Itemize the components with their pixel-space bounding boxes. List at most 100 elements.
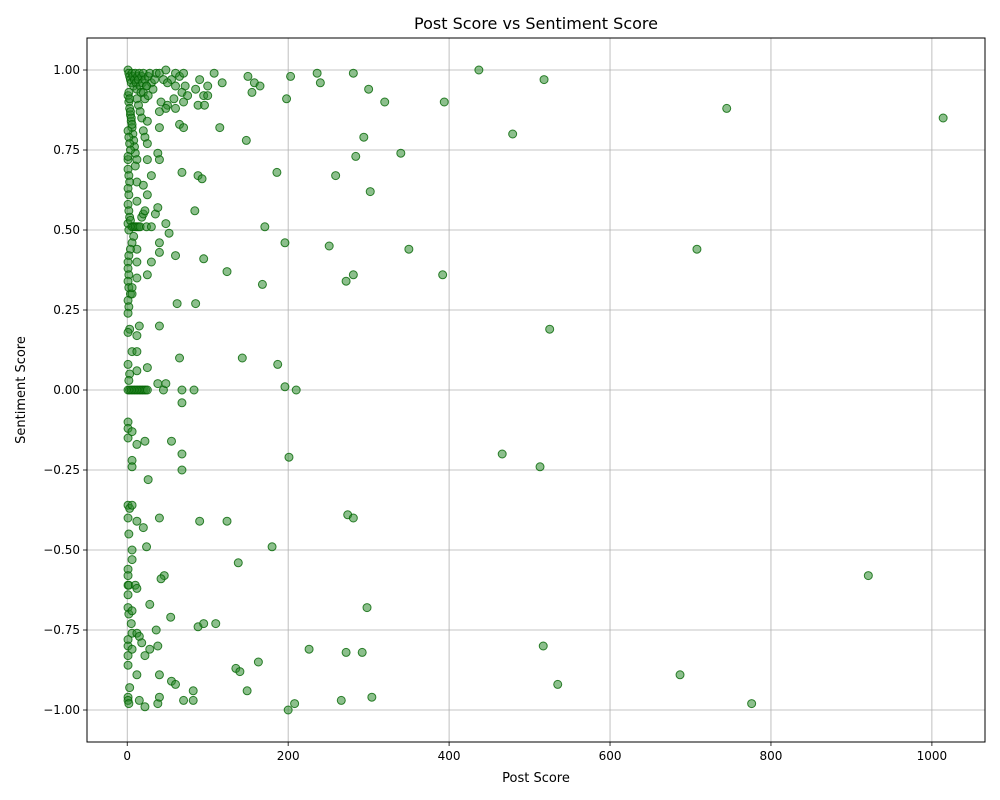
data-point xyxy=(538,641,548,651)
data-point xyxy=(162,78,172,88)
data-point xyxy=(132,347,142,357)
data-point xyxy=(127,606,137,616)
data-point xyxy=(348,270,358,280)
data-point xyxy=(341,647,351,657)
x-tick-label: 400 xyxy=(438,749,461,763)
data-point xyxy=(203,91,213,101)
data-point xyxy=(351,151,361,161)
data-point xyxy=(257,279,267,289)
data-point xyxy=(142,190,152,200)
data-point xyxy=(124,529,134,539)
data-point xyxy=(154,692,164,702)
x-tick-label: 600 xyxy=(599,749,622,763)
data-point xyxy=(439,97,449,107)
data-point xyxy=(863,571,873,581)
data-point xyxy=(209,68,219,78)
data-point xyxy=(282,94,292,104)
y-axis-label: Sentiment Score xyxy=(14,336,29,444)
data-point xyxy=(132,439,142,449)
data-point xyxy=(222,267,232,277)
data-point xyxy=(357,647,367,657)
data-point xyxy=(222,516,232,526)
data-point xyxy=(154,670,164,680)
y-tick-label: −0.25 xyxy=(43,463,80,477)
data-point xyxy=(179,695,189,705)
data-point xyxy=(127,119,137,129)
data-point xyxy=(123,651,133,661)
data-point xyxy=(156,574,166,584)
data-point xyxy=(348,513,358,523)
data-point xyxy=(127,427,137,437)
data-point xyxy=(142,363,152,373)
y-tick-label: 1.00 xyxy=(53,63,80,77)
data-point xyxy=(199,100,209,110)
data-point xyxy=(692,244,702,254)
data-point xyxy=(123,590,133,600)
data-point xyxy=(130,161,140,171)
x-tick-label: 0 xyxy=(123,749,131,763)
data-point xyxy=(145,644,155,654)
y-tick-label: −0.75 xyxy=(43,623,80,637)
data-point xyxy=(365,187,375,197)
data-point xyxy=(364,84,374,94)
data-point xyxy=(199,619,209,629)
data-point xyxy=(127,283,137,293)
data-point xyxy=(154,247,164,257)
data-point xyxy=(161,219,171,229)
x-tick-label: 800 xyxy=(760,749,783,763)
data-point xyxy=(123,433,133,443)
data-point xyxy=(123,660,133,670)
data-point xyxy=(127,462,137,472)
data-point xyxy=(315,78,325,88)
data-points xyxy=(123,65,948,715)
data-point xyxy=(280,238,290,248)
data-point xyxy=(138,523,148,533)
data-point xyxy=(203,81,213,91)
data-point xyxy=(142,116,152,126)
data-point xyxy=(166,612,176,622)
chart-title: Post Score vs Sentiment Score xyxy=(414,14,658,33)
data-point xyxy=(938,113,948,123)
data-point xyxy=(179,97,189,107)
data-point xyxy=(177,385,187,395)
data-point xyxy=(508,129,518,139)
data-point xyxy=(497,449,507,459)
data-point xyxy=(404,244,414,254)
data-point xyxy=(183,91,193,101)
data-point xyxy=(172,299,182,309)
data-point xyxy=(747,699,757,709)
data-point xyxy=(267,542,277,552)
data-point xyxy=(143,91,153,101)
data-point xyxy=(195,75,205,85)
data-point xyxy=(171,679,181,689)
data-point xyxy=(132,583,142,593)
data-point xyxy=(146,257,156,267)
data-point xyxy=(124,375,134,385)
data-point xyxy=(123,151,133,161)
data-point xyxy=(189,385,199,395)
data-point xyxy=(153,641,163,651)
data-point xyxy=(127,555,137,565)
data-point xyxy=(124,699,134,709)
data-point xyxy=(142,81,152,91)
data-point xyxy=(132,516,142,526)
data-point xyxy=(134,321,144,331)
data-point xyxy=(154,155,164,165)
data-point xyxy=(438,270,448,280)
data-point xyxy=(177,167,187,177)
data-point xyxy=(124,190,134,200)
data-point xyxy=(161,103,171,113)
data-point xyxy=(142,155,152,165)
data-point xyxy=(243,71,253,81)
data-point xyxy=(362,603,372,613)
data-point xyxy=(331,171,341,181)
data-point xyxy=(171,103,181,113)
data-point xyxy=(142,385,152,395)
data-point xyxy=(132,196,142,206)
y-axis: −1.00 −0.75 −0.50 −0.25 0.00 0.25 0.50 0.75 1.00 xyxy=(43,63,87,717)
data-point xyxy=(336,695,346,705)
data-point xyxy=(247,87,257,97)
data-point xyxy=(127,644,137,654)
data-point xyxy=(191,84,201,94)
